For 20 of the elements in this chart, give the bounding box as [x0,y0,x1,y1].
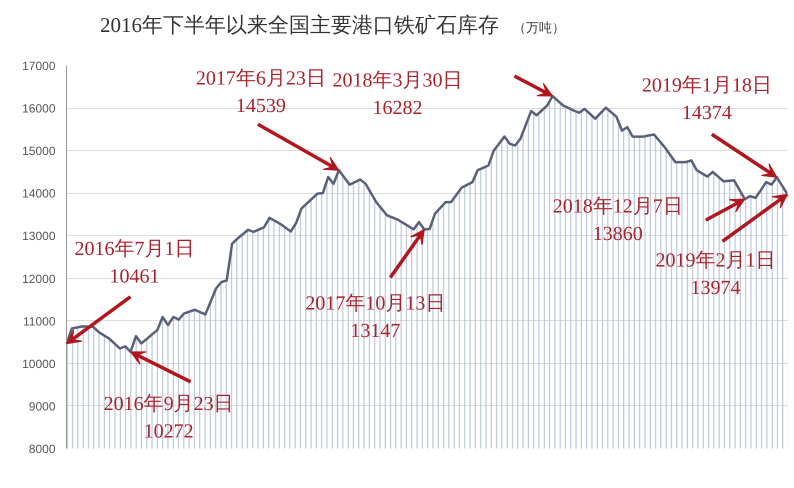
y-tick-label: 15000 [22,144,56,158]
y-tick-label: 9000 [28,399,56,414]
y-tick-label: 12000 [22,272,56,286]
annotation: 2018年12月7日 13860 [552,195,683,245]
y-tick-label: 17000 [22,59,56,73]
chart-subtitle: （万吨） [513,20,565,35]
annotation: 2019年2月1日 13974 [656,250,776,300]
annotation: 2016年7月1日 10461 [74,238,194,288]
annotation: 2017年6月23日 14539 [196,67,326,117]
chart-title: 2016年下半年以来全国主要港口铁矿石库存 [100,13,499,37]
y-tick-label: 8000 [28,442,56,456]
y-tick-label: 11000 [23,314,56,328]
y-tick-label: 14000 [22,186,56,201]
annotation: 2017年10月13日 13147 [305,292,446,342]
y-tick-label: 13000 [22,229,56,244]
y-tick-label: 10000 [22,356,56,371]
annotation: 2016年9月23日 10272 [104,393,234,443]
annotation: 2018年3月30日 16282 [332,69,463,119]
y-tick-label: 16000 [22,102,56,116]
annotation: 2019年1月18日 14374 [642,74,772,124]
